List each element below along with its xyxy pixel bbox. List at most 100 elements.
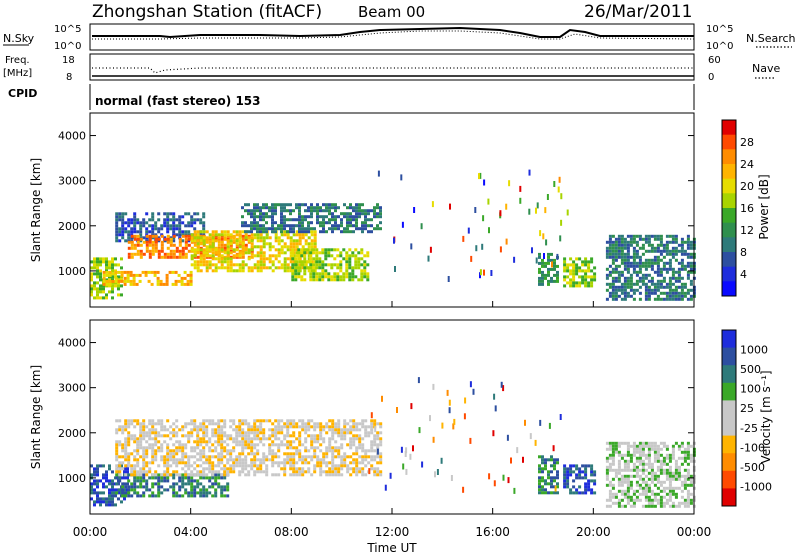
power-cell <box>310 239 314 243</box>
power-cell <box>315 248 319 252</box>
velocity-cell <box>608 447 612 451</box>
velocity-cell <box>665 456 669 460</box>
power-cell <box>196 233 200 237</box>
velocity-cell <box>115 443 119 447</box>
velocity-cell <box>262 437 266 441</box>
velocity-cell <box>102 485 105 489</box>
velocity-cell <box>232 419 236 423</box>
velocity-cell <box>274 431 278 435</box>
velocity-cell <box>298 425 302 429</box>
velocity-cell <box>328 419 332 423</box>
power-cell <box>364 224 367 228</box>
power-cell <box>178 230 182 234</box>
power-cell <box>566 266 570 270</box>
power-cell <box>189 270 193 274</box>
power-cell <box>665 261 669 265</box>
velocity-cell <box>587 482 591 486</box>
velocity-cell <box>343 464 347 468</box>
power-cell <box>271 245 275 249</box>
power-sparse-cell <box>528 208 531 215</box>
velocity-cell <box>686 492 690 496</box>
velocity-cell <box>118 464 122 468</box>
velocity-cell <box>364 449 368 453</box>
power-sparse-cell <box>535 207 537 214</box>
velocity-cell <box>229 434 233 438</box>
power-cell <box>114 263 117 267</box>
velocity-cell <box>202 446 206 450</box>
cpid-label: CPID <box>8 87 37 100</box>
velocity-cell <box>376 422 380 426</box>
velocity-cell <box>238 422 242 426</box>
power-cell <box>181 239 185 243</box>
power-cell <box>668 249 672 253</box>
velocity-cell <box>370 443 374 447</box>
power-cell <box>569 272 573 276</box>
velocity-cell <box>220 434 224 438</box>
power-cell <box>136 243 140 247</box>
velocity-cell <box>650 477 654 481</box>
power-cell <box>337 227 340 231</box>
power-cell <box>133 215 137 219</box>
power-cell <box>647 234 651 238</box>
power-cell <box>220 263 224 267</box>
nave-trace <box>92 67 694 74</box>
power-cell <box>575 284 579 288</box>
power-cell <box>115 212 119 216</box>
power-cell <box>250 209 253 213</box>
power-cell <box>644 240 648 244</box>
power-cell <box>130 234 134 238</box>
power-cell <box>662 276 666 280</box>
velocity-cell <box>235 458 239 462</box>
power-cell <box>686 246 690 250</box>
power-cell <box>635 273 639 277</box>
power-cell <box>151 227 155 231</box>
velocity-cell <box>211 482 215 486</box>
power-cell <box>544 273 547 277</box>
power-cell <box>306 260 310 264</box>
velocity-cell <box>166 449 170 453</box>
velocity-cell <box>304 425 308 429</box>
power-cell <box>617 234 621 238</box>
power-cell <box>193 233 197 237</box>
velocity-cell <box>662 501 666 505</box>
velocity-cell <box>590 488 594 492</box>
power-cell <box>653 291 657 295</box>
power-cell <box>677 291 681 295</box>
velocity-cell <box>208 479 212 483</box>
power-cell <box>99 263 102 267</box>
velocity-cell <box>328 425 332 429</box>
velocity-cell <box>289 464 293 468</box>
power-cell <box>183 282 187 286</box>
power-cell <box>253 218 256 222</box>
velocity-cell <box>157 419 161 423</box>
velocity-cell <box>686 450 690 454</box>
velocity-cell <box>638 453 642 457</box>
velocity-sparse-cell <box>554 485 557 492</box>
velocity-cell <box>556 470 559 474</box>
power-cell <box>346 224 349 228</box>
velocity-sparse-cell <box>402 463 405 470</box>
velocity-cell <box>328 467 332 471</box>
velocity-cell <box>190 428 194 432</box>
power-cell <box>342 275 346 279</box>
power-cell <box>172 215 176 219</box>
velocity-cell <box>638 456 642 460</box>
power-cell <box>220 230 224 234</box>
power-cell <box>312 251 316 255</box>
power-cell <box>659 243 663 247</box>
velocity-cell <box>653 444 657 448</box>
velocity-cell <box>656 501 660 505</box>
velocity-cell <box>127 434 131 438</box>
velocity-cell <box>259 428 263 432</box>
power-cell <box>250 233 254 237</box>
power-cell <box>367 230 370 234</box>
velocity-cell <box>259 470 263 474</box>
velocity-cell <box>102 473 105 477</box>
power-cell <box>321 269 325 273</box>
velocity-cell <box>355 446 359 450</box>
power-cell <box>659 234 663 238</box>
velocity-cell <box>337 434 341 438</box>
power-cell <box>348 260 352 264</box>
power-cell <box>623 237 627 241</box>
power-cell <box>217 260 221 264</box>
